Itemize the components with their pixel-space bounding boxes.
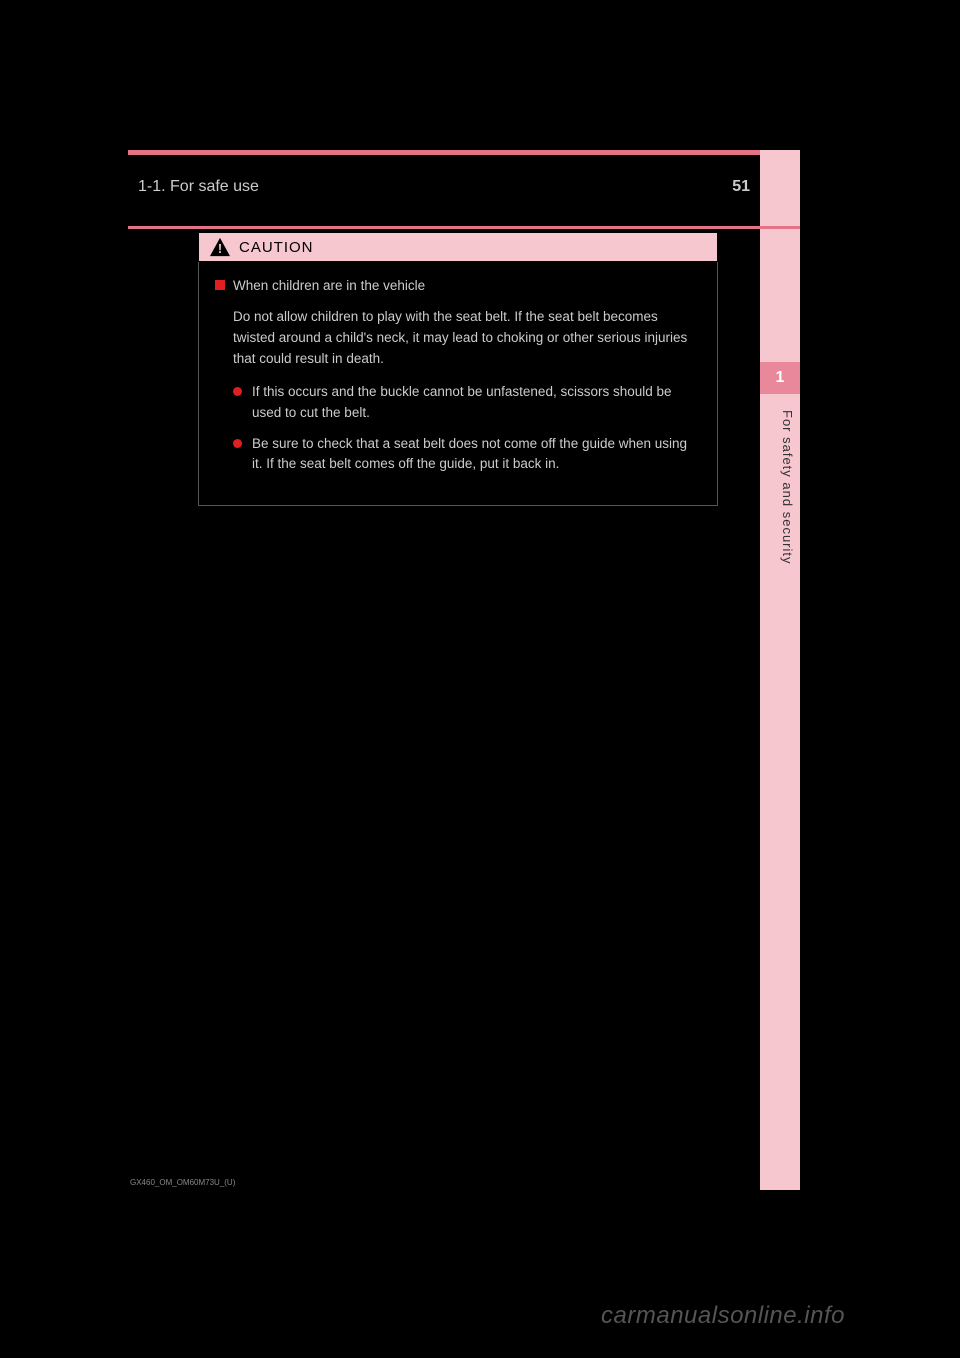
svg-text:!: ! xyxy=(218,241,222,256)
top-divider xyxy=(128,226,800,229)
page-number: 51 xyxy=(732,178,750,196)
caution-section: When children are in the vehicle xyxy=(215,276,701,297)
red-square-marker xyxy=(215,280,225,290)
watermark: carmanualsonline.info xyxy=(601,1302,845,1330)
caution-intro-text: Do not allow children to play with the s… xyxy=(233,307,701,370)
caution-bullet-item: Be sure to check that a seat belt does n… xyxy=(233,434,701,476)
red-bullet-icon xyxy=(233,387,242,396)
caution-bullet-item: If this occurs and the buckle cannot be … xyxy=(233,382,701,424)
caution-label: CAUTION xyxy=(239,239,314,256)
caution-bullet-text: If this occurs and the buckle cannot be … xyxy=(252,382,701,424)
red-bullet-icon xyxy=(233,439,242,448)
caution-box: ! CAUTION When children are in the vehic… xyxy=(198,232,718,506)
caution-section-title: When children are in the vehicle xyxy=(233,276,425,297)
caution-body: When children are in the vehicle Do not … xyxy=(198,262,718,506)
section-header: 1-1. For safe use xyxy=(138,178,259,196)
footer-code: GX460_OM_OM60M73U_(U) xyxy=(130,1178,235,1187)
warning-icon: ! xyxy=(209,237,231,257)
chapter-tab-bg xyxy=(760,150,800,1190)
caution-bullet-text: Be sure to check that a seat belt does n… xyxy=(252,434,701,476)
chapter-tab-number: 1 xyxy=(760,362,800,394)
caution-header: ! CAUTION xyxy=(198,232,718,262)
header-bar xyxy=(128,150,800,155)
chapter-tab-label: For safety and security xyxy=(765,410,795,565)
